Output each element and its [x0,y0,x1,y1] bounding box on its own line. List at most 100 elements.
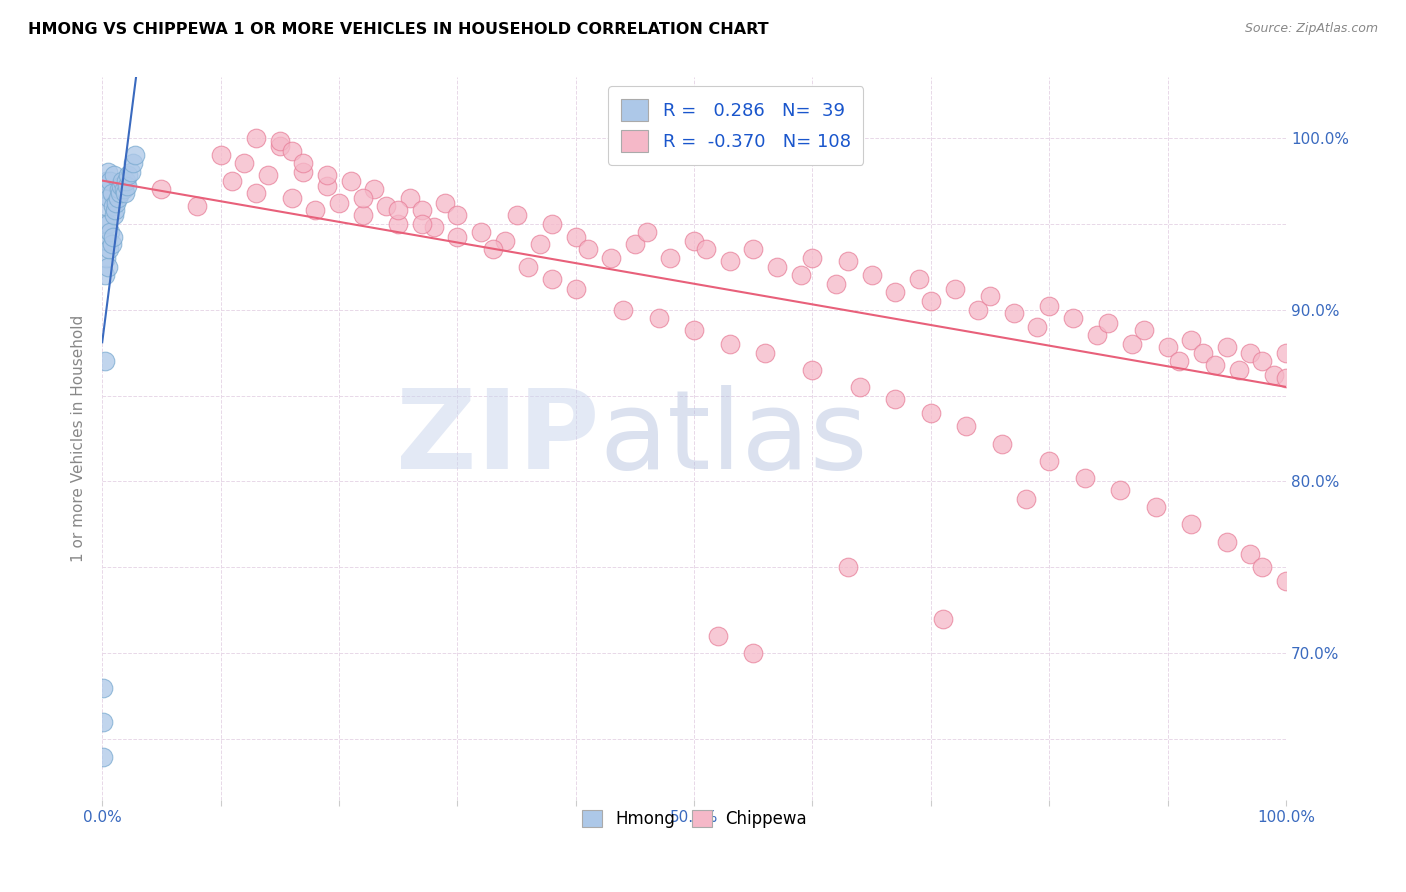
Point [718,337,741,351]
Point [93,268,115,282]
Point [505,208,527,222]
Point [706,629,728,643]
Point [1002,306,1025,320]
Point [1038,454,1060,468]
Point [93,354,115,368]
Y-axis label: 1 or more Vehicles in Household: 1 or more Vehicles in Household [72,315,86,562]
Point [576,243,599,257]
Point [257,169,280,183]
Point [564,230,586,244]
Point [860,268,883,282]
Point [103,208,125,222]
Point [446,230,468,244]
Point [541,271,564,285]
Point [1026,319,1049,334]
Point [1038,299,1060,313]
Point [316,178,339,193]
Point [1216,340,1239,354]
Point [387,217,409,231]
Point [120,165,142,179]
Point [1085,328,1108,343]
Point [1121,337,1143,351]
Point [482,243,505,257]
Point [695,243,717,257]
Point [269,139,291,153]
Point [340,173,363,187]
Point [789,268,811,282]
Point [1156,340,1178,354]
Point [233,156,256,170]
Point [122,156,145,170]
Point [186,199,208,213]
Point [100,237,122,252]
Point [110,178,132,193]
Point [94,173,117,187]
Point [399,191,422,205]
Text: HMONG VS CHIPPEWA 1 OR MORE VEHICLES IN HOUSEHOLD CORRELATION CHART: HMONG VS CHIPPEWA 1 OR MORE VEHICLES IN … [28,22,769,37]
Point [124,148,146,162]
Point [100,186,122,200]
Point [529,237,551,252]
Point [352,191,374,205]
Point [280,145,302,159]
Point [1180,517,1202,532]
Point [636,225,658,239]
Point [97,165,120,179]
Point [111,173,134,187]
Point [1192,345,1215,359]
Point [849,380,872,394]
Point [245,130,267,145]
Point [967,302,990,317]
Point [150,182,173,196]
Point [101,230,124,244]
Point [1073,471,1095,485]
Point [600,251,623,265]
Point [908,271,931,285]
Point [742,646,765,660]
Point [742,243,765,257]
Point [624,237,647,252]
Point [943,282,966,296]
Point [541,217,564,231]
Point [96,182,118,196]
Point [411,217,433,231]
Point [108,186,131,200]
Point [517,260,540,274]
Text: atlas: atlas [599,385,868,492]
Point [564,282,586,296]
Point [1227,362,1250,376]
Point [96,234,118,248]
Point [1097,316,1119,330]
Point [105,196,128,211]
Point [1275,371,1298,385]
Point [1251,560,1274,574]
Point [94,199,117,213]
Point [766,260,789,274]
Point [97,217,120,231]
Point [612,302,634,317]
Point [1109,483,1132,497]
Point [683,323,706,337]
Point [494,234,516,248]
Point [991,436,1014,450]
Point [304,202,326,217]
Point [117,169,139,183]
Point [245,186,267,200]
Point [1180,334,1202,348]
Point [1133,323,1156,337]
Point [107,191,129,205]
Point [101,199,124,213]
Point [94,251,117,265]
Point [837,560,859,574]
Point [209,148,232,162]
Point [754,345,776,359]
Point [100,173,122,187]
Text: ZIP: ZIP [396,385,599,492]
Point [100,225,122,239]
Point [104,202,127,217]
Point [446,208,468,222]
Point [98,243,121,257]
Point [269,134,291,148]
Text: Source: ZipAtlas.com: Source: ZipAtlas.com [1244,22,1378,36]
Point [93,749,115,764]
